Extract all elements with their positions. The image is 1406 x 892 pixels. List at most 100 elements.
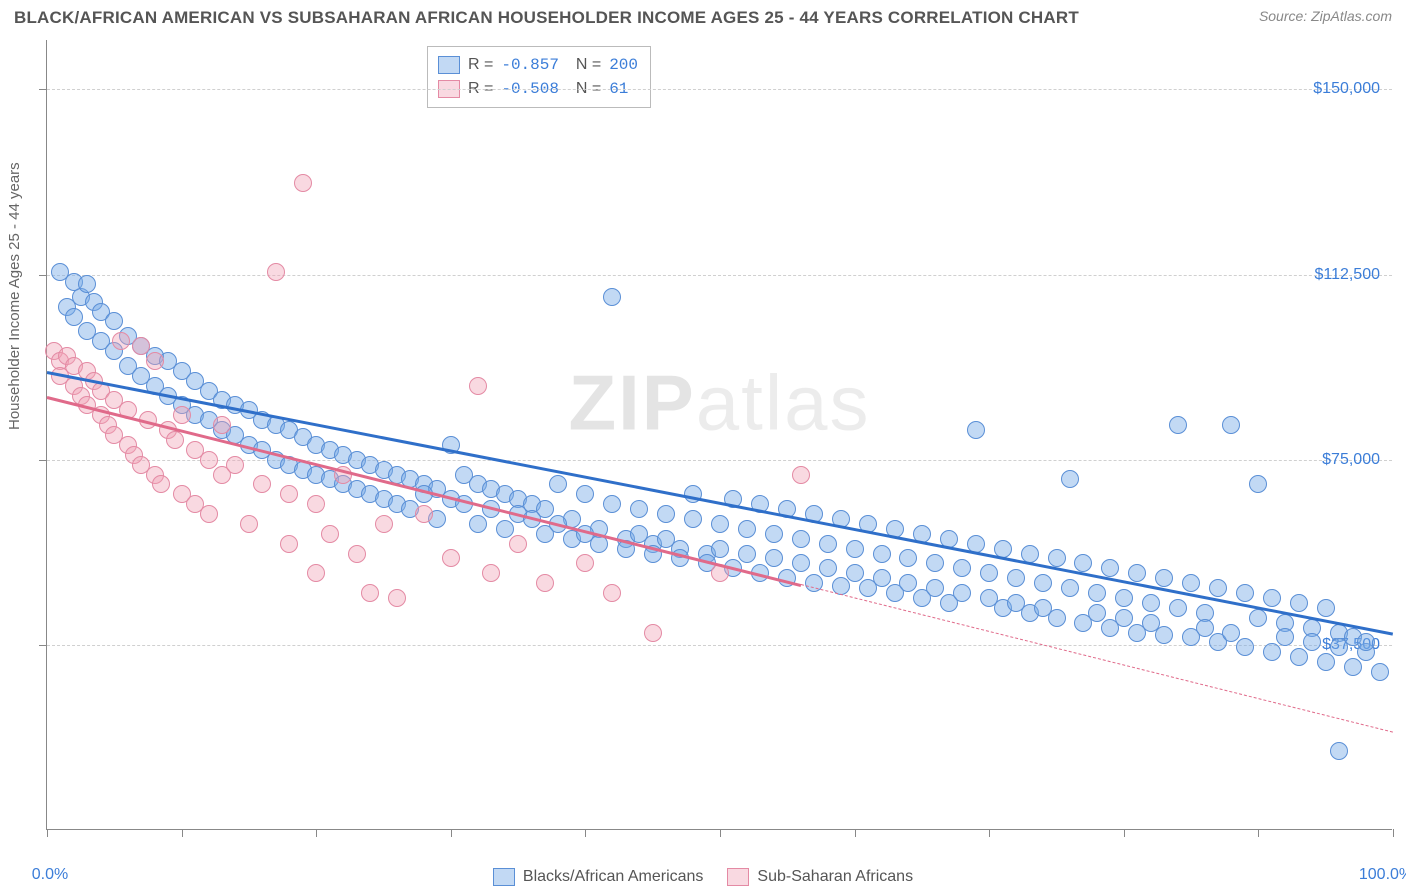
r-value: -0.857 [501,53,559,77]
data-point [442,549,460,567]
data-point [576,485,594,503]
data-point [549,475,567,493]
data-point [738,545,756,563]
data-point [509,535,527,553]
data-point [267,263,285,281]
data-point [711,540,729,558]
y-tick-label: $150,000 [1313,80,1380,98]
data-point [173,406,191,424]
data-point [307,564,325,582]
data-point [603,495,621,513]
data-point [280,535,298,553]
data-point [1007,569,1025,587]
data-point [132,337,150,355]
data-point [644,624,662,642]
data-point [1115,609,1133,627]
data-point [1048,609,1066,627]
series-legend: Blacks/African Americans Sub-Saharan Afr… [0,868,1406,886]
y-tick-label: $112,500 [1314,266,1380,284]
data-point [819,535,837,553]
data-point [166,431,184,449]
data-point [213,416,231,434]
data-point [1236,584,1254,602]
data-point [1290,648,1308,666]
data-point [792,554,810,572]
stats-legend: R = -0.857 N = 200 R = -0.508 N = 61 [427,46,651,108]
data-point [846,540,864,558]
source-label: Source: ZipAtlas.com [1259,8,1392,24]
data-point [738,520,756,538]
data-point [1263,643,1281,661]
swatch-icon [493,868,515,886]
data-point [1061,579,1079,597]
data-point [253,475,271,493]
data-point [899,574,917,592]
data-point [980,564,998,582]
data-point [953,584,971,602]
data-point [603,288,621,306]
scatter-plot: ZIPatlas R = -0.857 N = 200 R = -0.508 N… [46,40,1392,830]
data-point [1290,594,1308,612]
x-tick-label: 100.0% [1359,866,1406,884]
data-point [1330,742,1348,760]
data-point [469,377,487,395]
data-point [1222,624,1240,642]
swatch-icon [727,868,749,886]
data-point [1222,416,1240,434]
gridline [47,275,1392,276]
legend-label: Blacks/African Americans [523,868,704,886]
data-point [1101,559,1119,577]
n-value: 200 [609,53,638,77]
data-point [226,456,244,474]
data-point [684,510,702,528]
data-point [496,520,514,538]
data-point [348,545,366,563]
data-point [200,451,218,469]
data-point [105,312,123,330]
data-point [630,525,648,543]
data-point [1128,564,1146,582]
data-point [307,495,325,513]
data-point [603,584,621,602]
data-point [1344,658,1362,676]
data-point [1142,594,1160,612]
data-point [899,549,917,567]
swatch-icon [438,56,460,74]
y-tick-label: $75,000 [1322,451,1380,469]
data-point [630,500,648,518]
data-point [1115,589,1133,607]
data-point [1236,638,1254,656]
data-point [846,564,864,582]
data-point [1048,549,1066,567]
data-point [152,475,170,493]
data-point [280,485,298,503]
data-point [1169,416,1187,434]
x-tick-label: 0.0% [32,866,68,884]
data-point [819,559,837,577]
data-point [873,569,891,587]
data-point [112,332,130,350]
data-point [1074,554,1092,572]
data-point [1209,579,1227,597]
legend-item: Blacks/African Americans [493,868,704,886]
data-point [873,545,891,563]
data-point [792,530,810,548]
data-point [482,564,500,582]
stats-row: R = -0.857 N = 200 [438,53,638,77]
data-point [146,352,164,370]
data-point [78,275,96,293]
chart-title: BLACK/AFRICAN AMERICAN VS SUBSAHARAN AFR… [14,8,1079,28]
data-point [1196,619,1214,637]
legend-item: Sub-Saharan Africans [727,868,913,886]
data-point [967,421,985,439]
y-axis-label: Householder Income Ages 25 - 44 years [6,162,23,430]
data-point [321,525,339,543]
data-point [657,530,675,548]
gridline [47,460,1392,461]
data-point [711,515,729,533]
data-point [1088,584,1106,602]
data-point [536,574,554,592]
gridline [47,89,1392,90]
data-point [792,466,810,484]
data-point [240,515,258,533]
